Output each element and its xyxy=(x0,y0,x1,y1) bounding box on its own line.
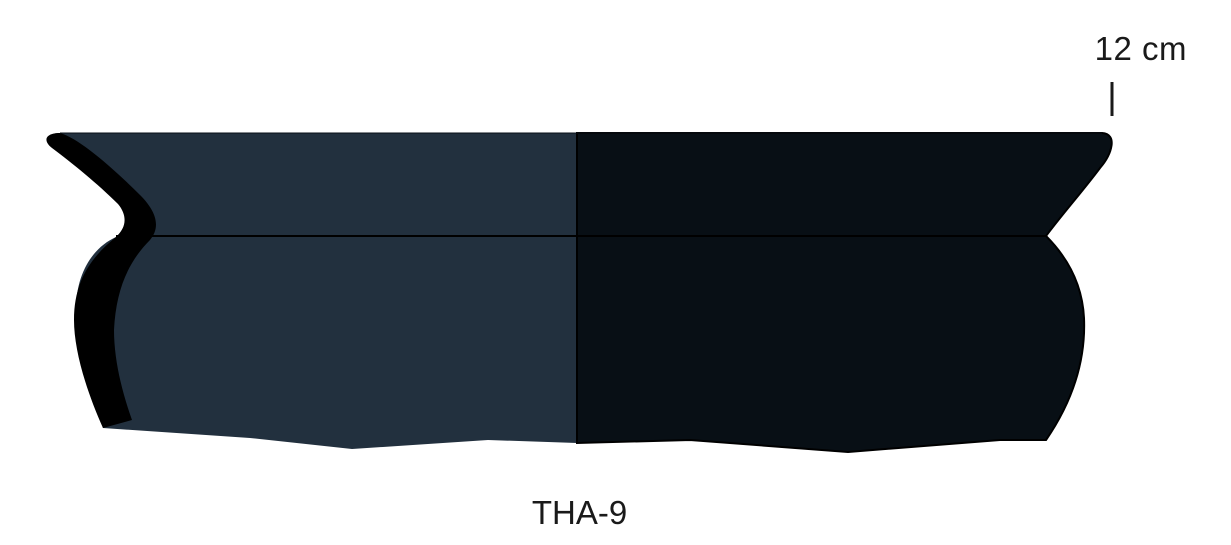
sample-id-label: THA-9 xyxy=(531,494,628,531)
scale-label: 12 cm xyxy=(1094,30,1187,67)
vessel-interior-half xyxy=(576,132,1113,454)
vessel-exterior-half xyxy=(49,133,577,449)
vessel-section-profile xyxy=(46,133,156,428)
